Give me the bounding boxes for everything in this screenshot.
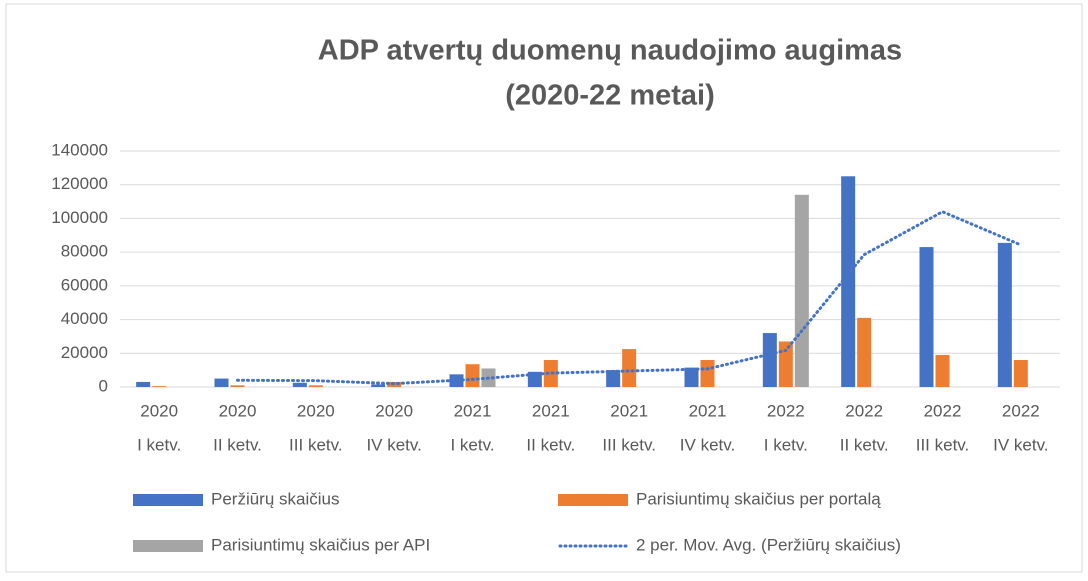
x-tick-label: III ketv.	[289, 435, 343, 454]
bar	[292, 382, 307, 387]
bar	[841, 176, 856, 387]
bar	[622, 349, 637, 387]
bar	[997, 242, 1012, 387]
y-tick-label: 80000	[61, 242, 108, 261]
x-tick-label: III ketv.	[916, 435, 970, 454]
bar	[684, 367, 699, 387]
x-tick-label: 2020	[375, 401, 413, 420]
bar	[152, 386, 167, 387]
legend-swatch	[133, 494, 203, 506]
y-tick-label: 120000	[51, 174, 108, 193]
legend-swatch	[558, 494, 628, 506]
y-tick-label: 40000	[61, 309, 108, 328]
y-tick-label: 60000	[61, 275, 108, 294]
bar	[778, 341, 793, 387]
x-tick-label: III ketv.	[602, 435, 656, 454]
x-tick-label: II ketv.	[840, 435, 889, 454]
x-tick-label: IV ketv.	[680, 435, 735, 454]
bar	[935, 354, 950, 387]
bar	[1013, 360, 1028, 387]
x-tick-label: 2021	[454, 401, 492, 420]
bar	[465, 364, 480, 387]
x-tick-label: II ketv.	[213, 435, 262, 454]
x-tick-label: I ketv.	[450, 435, 494, 454]
y-tick-label: 0	[99, 376, 108, 395]
x-tick-label: 2022	[1002, 401, 1040, 420]
y-tick-label: 140000	[51, 140, 108, 159]
legend-label: Parisiuntimų skaičius per portalą	[636, 489, 881, 508]
bar	[308, 385, 323, 387]
x-tick-label: 2020	[219, 401, 257, 420]
bar	[230, 385, 245, 387]
x-tick-label: I ketv.	[137, 435, 181, 454]
x-tick-label: 2020	[140, 401, 178, 420]
y-tick-label: 100000	[51, 208, 108, 227]
bar	[794, 194, 809, 387]
chart-title: (2020-22 metai)	[505, 80, 715, 112]
bar	[371, 384, 386, 387]
bar	[700, 360, 715, 387]
x-tick-label: II ketv.	[526, 435, 575, 454]
bar	[762, 333, 777, 387]
x-tick-label: IV ketv.	[366, 435, 421, 454]
x-tick-label: 2022	[845, 401, 883, 420]
x-tick-label: 2021	[689, 401, 727, 420]
bar	[136, 381, 151, 387]
legend-label: Peržiūrų skaičius	[211, 489, 340, 508]
trend-line	[236, 210, 1023, 386]
x-tick-label: 2021	[532, 401, 570, 420]
legend-label: Parisiuntimų skaičius per API	[211, 535, 430, 554]
x-tick-label: 2022	[924, 401, 962, 420]
chart-title: ADP atvertų duomenų naudojimo augimas	[318, 35, 902, 67]
bar	[606, 370, 621, 387]
x-tick-label: IV ketv.	[993, 435, 1048, 454]
bar	[214, 378, 229, 387]
bar	[527, 371, 542, 387]
x-tick-label: 2021	[610, 401, 648, 420]
y-tick-label: 20000	[61, 343, 108, 362]
bar	[919, 247, 934, 387]
legend-label: 2 per. Mov. Avg. (Peržiūrų skaičius)	[636, 535, 901, 554]
x-tick-label: 2020	[297, 401, 335, 420]
chart-border	[5, 3, 1083, 573]
bar	[857, 317, 872, 387]
x-tick-label: 2022	[767, 401, 805, 420]
legend-swatch	[133, 540, 203, 552]
x-tick-label: I ketv.	[764, 435, 808, 454]
